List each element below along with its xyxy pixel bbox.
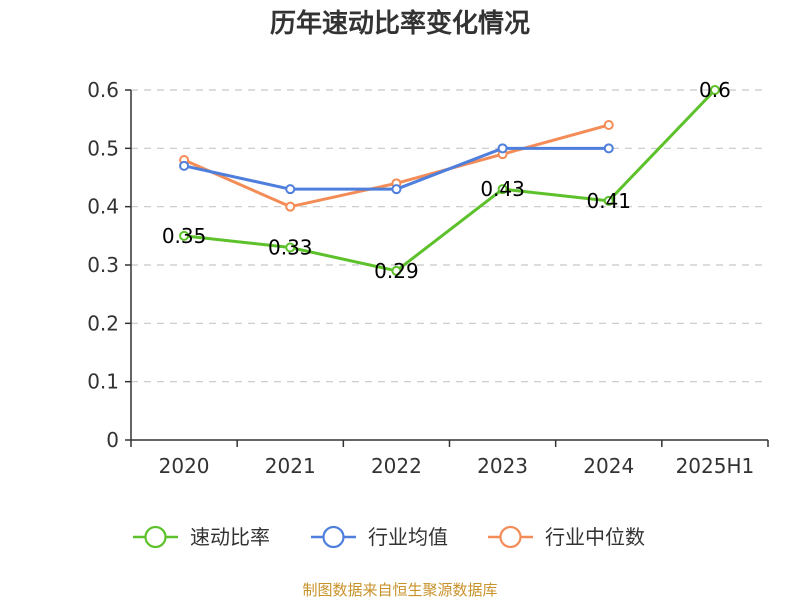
data-point[interactable] [497,184,508,195]
series-group [179,85,720,276]
legend[interactable]: 速动比率 行业均值 行业中位数 [133,525,645,549]
data-point[interactable] [179,160,190,171]
legend-marker [144,525,167,549]
data-point[interactable] [285,242,296,253]
data-point[interactable] [179,230,190,241]
chart-title: 历年速动比率变化情况 [270,8,530,39]
data-point[interactable] [391,184,402,195]
source-note: 制图数据来自恒生聚源数据库 [302,581,497,599]
data-label: 0.33 [268,236,313,260]
data-point[interactable] [603,120,614,130]
data-label: 0.6 [699,78,731,102]
y-tick-label: 0.5 [87,136,119,160]
legend-marker [322,525,345,549]
data-label: 0.41 [586,189,631,213]
legend-label: 速动比率 [190,525,270,549]
x-tick-label: 2025H1 [676,454,755,478]
data-labels: 0.35 0.33 0.29 0.43 0.41 0.6 [162,78,731,283]
x-tick-label: 2024 [583,454,634,478]
data-point[interactable] [497,143,508,154]
y-tick-label: 0 [106,428,119,452]
legend-marker [499,525,522,549]
data-point[interactable] [709,85,720,95]
axes [125,89,769,447]
data-point[interactable] [285,201,296,212]
x-tick-label: 2020 [159,454,210,478]
data-point[interactable] [391,265,402,276]
y-tick-label: 0.3 [87,253,119,277]
legend-label: 行业中位数 [545,525,645,549]
x-tick-label: 2021 [265,454,316,478]
data-label: 0.43 [480,177,525,201]
y-tick-label: 0.6 [87,78,119,102]
grid-lines [131,89,762,383]
x-tick-label: 2022 [371,454,422,478]
data-point[interactable] [603,195,614,206]
x-tick-label: 2023 [477,454,528,478]
data-point[interactable] [603,143,614,154]
y-tick-label: 0.4 [87,195,119,219]
data-label: 0.29 [374,259,419,283]
legend-label: 行业均值 [368,525,448,549]
y-tick-label: 0.2 [87,311,119,335]
y-tick-label: 0.1 [87,370,119,394]
data-point[interactable] [285,184,296,195]
data-label: 0.35 [162,224,207,248]
series-line-0 [183,88,716,273]
x-tick-labels: 2020 2021 2022 2023 2024 2025H1 [159,454,755,478]
y-tick-labels: 0 0.1 0.2 0.3 0.4 0.5 0.6 [87,78,119,452]
